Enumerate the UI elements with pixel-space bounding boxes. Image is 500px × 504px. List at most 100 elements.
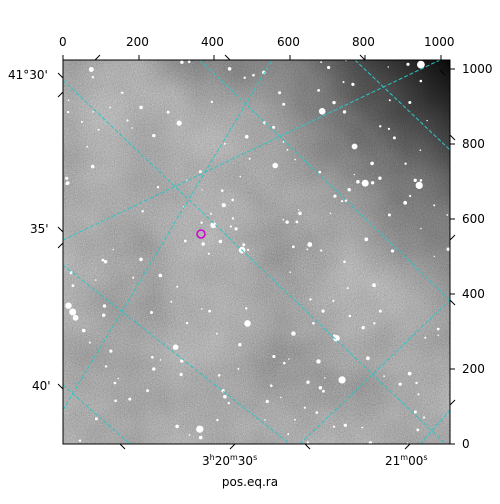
coordinate-grid-line <box>199 60 450 301</box>
star <box>216 418 219 422</box>
star <box>210 222 217 229</box>
star <box>90 164 95 169</box>
axis-tick <box>449 134 456 141</box>
star <box>387 213 391 217</box>
star <box>81 328 86 333</box>
star <box>294 418 296 421</box>
right-tick-label: 600 <box>462 212 485 226</box>
star <box>351 143 358 150</box>
dec-label: 40' <box>32 379 51 393</box>
star <box>234 227 238 231</box>
star <box>366 356 370 361</box>
star <box>176 120 182 126</box>
star <box>179 372 183 377</box>
sky-image <box>63 60 450 444</box>
top-tick-label: 0 <box>59 35 67 49</box>
star <box>88 67 94 72</box>
star <box>227 402 230 405</box>
target-marker <box>196 229 206 239</box>
star <box>270 384 273 388</box>
star <box>156 186 160 189</box>
star <box>415 181 423 189</box>
star <box>117 377 119 380</box>
star <box>91 76 95 79</box>
star <box>317 89 320 92</box>
star <box>80 120 83 123</box>
star <box>280 396 282 399</box>
star <box>332 100 336 105</box>
coordinate-grid-line <box>63 60 441 241</box>
star <box>139 257 143 262</box>
star <box>342 110 347 114</box>
star <box>419 79 423 83</box>
star <box>65 176 69 180</box>
star <box>287 433 290 435</box>
star <box>120 91 123 94</box>
coordinate-grid-line <box>354 60 450 151</box>
star <box>423 416 426 419</box>
coordinate-grid-line <box>63 384 131 444</box>
star <box>303 406 306 409</box>
star <box>361 426 364 429</box>
star <box>387 66 389 68</box>
star <box>321 309 325 313</box>
star <box>370 181 375 185</box>
star <box>201 242 205 246</box>
star <box>227 67 232 71</box>
star <box>390 249 395 253</box>
star <box>198 435 203 440</box>
star <box>433 204 436 207</box>
star <box>372 283 376 288</box>
star <box>92 111 94 113</box>
star <box>373 322 376 325</box>
star <box>114 399 117 403</box>
star <box>307 242 313 247</box>
x-axis-label: pos.eq.ra <box>221 475 279 489</box>
star <box>318 170 322 174</box>
star <box>282 218 285 221</box>
star <box>419 179 423 182</box>
star <box>316 359 321 364</box>
star <box>333 194 337 198</box>
star <box>170 300 173 303</box>
star <box>446 247 450 251</box>
star <box>433 255 435 258</box>
star <box>196 425 204 433</box>
star <box>210 100 214 104</box>
star <box>183 239 187 243</box>
star <box>65 302 72 309</box>
star <box>216 332 218 335</box>
star <box>446 214 449 216</box>
axis-tick <box>449 399 456 406</box>
star <box>333 335 340 342</box>
star <box>351 82 355 86</box>
star <box>109 349 113 353</box>
star <box>200 221 203 224</box>
star <box>378 309 382 313</box>
star <box>265 399 269 404</box>
star <box>198 170 202 174</box>
star <box>231 217 235 220</box>
ra-label: 3h20m30s <box>202 453 258 468</box>
star <box>404 162 407 165</box>
star <box>356 180 360 184</box>
star <box>208 309 212 313</box>
axis-tick <box>449 234 456 241</box>
star <box>201 308 203 310</box>
axis-tick <box>57 72 64 79</box>
star <box>320 249 323 252</box>
star <box>113 381 117 385</box>
star <box>126 119 129 122</box>
star <box>327 65 331 70</box>
star <box>298 211 302 216</box>
star <box>315 411 319 414</box>
star <box>146 389 149 393</box>
right-tick-label: 800 <box>462 137 485 151</box>
star <box>398 382 402 386</box>
star <box>324 377 326 379</box>
star <box>244 134 249 139</box>
star <box>406 62 410 66</box>
star <box>436 327 440 331</box>
